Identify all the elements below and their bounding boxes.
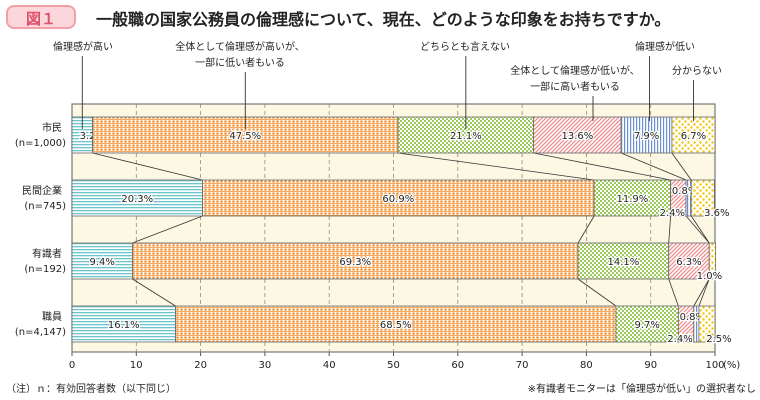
x-tick-label: 100	[705, 360, 724, 371]
bar-segment	[620, 116, 673, 154]
data-label: 9.7%	[634, 320, 659, 331]
data-label: 7.9%	[634, 131, 659, 142]
data-label: 2.5%	[706, 334, 731, 345]
data-label: 2.4%	[667, 334, 692, 345]
x-tick-label: 40	[323, 360, 336, 371]
data-label: 20.3%	[121, 194, 153, 205]
x-tick-label: 20	[194, 360, 207, 371]
category-label: 民間企業	[22, 184, 62, 197]
connector-line	[533, 152, 671, 181]
connector-line	[397, 152, 595, 181]
connector-line	[92, 152, 203, 181]
category-label: 職員	[42, 311, 62, 323]
data-label: 6.7%	[681, 131, 706, 142]
x-tick-label: 60	[451, 360, 464, 371]
connector-line	[620, 152, 687, 181]
data-label: 21.1%	[450, 131, 482, 142]
bar-segment	[690, 179, 715, 217]
data-label: 14.1%	[607, 257, 639, 268]
bar-segment	[71, 242, 133, 280]
x-tick-label: 80	[580, 360, 593, 371]
footnote-left: （注）ｎ：有効回答者数（以下同じ）	[6, 382, 176, 395]
category-n: (n=192)	[24, 264, 66, 275]
bar-segment	[533, 116, 622, 154]
footnote-right: ※有識者モニターは「倫理感が低い」の選択者なし	[528, 382, 756, 395]
x-tick-label: 0	[69, 360, 75, 371]
data-label: 11.9%	[616, 194, 648, 205]
legend-label: 全体として倫理感が高いが、	[175, 40, 305, 53]
bar-segment	[202, 179, 595, 217]
bar-segment	[698, 305, 716, 343]
connector-line	[671, 152, 692, 181]
category-label: 市民	[42, 121, 62, 134]
legend-label: 倫理感が低い	[635, 40, 695, 53]
connector-line	[577, 215, 595, 244]
connector-line	[668, 278, 679, 307]
figure-badge: 図１	[6, 5, 76, 29]
bar-row: 20.3% 60.9% 11.9%2.4%0.8%3.6%	[71, 179, 731, 220]
bar-segment	[71, 179, 203, 217]
data-label: 69.3%	[339, 257, 371, 268]
data-label: 60.9%	[382, 194, 414, 205]
connector-line	[668, 215, 672, 244]
data-label: 68.5%	[380, 320, 412, 331]
bar-segment	[615, 305, 679, 343]
x-tick-label: 10	[130, 360, 143, 371]
bar-segment	[708, 242, 717, 280]
connector-line	[693, 278, 710, 307]
connector-line	[698, 278, 710, 307]
bar-segment	[668, 242, 710, 280]
x-tick-label: 70	[516, 360, 529, 371]
connector-line	[577, 278, 617, 307]
x-tick-label: 90	[644, 360, 657, 371]
category-n: (n=745)	[24, 201, 66, 212]
legend-label: 倫理感が高い	[53, 40, 113, 53]
bar-segment	[71, 305, 176, 343]
legend-label: 一部に低い者もいる	[195, 56, 285, 69]
category-label: 有識者	[32, 247, 62, 260]
bar-row: 9.4% 69.3% 14.1% 6.3% 1.0%	[71, 242, 723, 283]
category-n: (n=4,147)	[15, 327, 66, 338]
legend-label: どちらとも言えない	[420, 40, 510, 53]
connector-line	[132, 215, 203, 244]
connector-line	[685, 215, 710, 244]
legend-label: 全体として倫理感が低いが、	[510, 64, 640, 77]
legend-label: 一部に高い者もいる	[530, 80, 620, 93]
chart-title: 一般職の国家公務員の倫理感について、現在、どのような印象をお持ちですか。	[96, 10, 671, 29]
data-label: 47.5%	[229, 131, 261, 142]
x-unit: (%)	[723, 360, 740, 371]
data-label: 13.6%	[562, 131, 594, 142]
connector-line	[132, 278, 176, 307]
data-label: 6.3%	[676, 257, 701, 268]
bar-row: 16.1% 68.5% 9.7%2.4%0.8%2.5%	[71, 305, 733, 346]
x-tick-label: 30	[259, 360, 272, 371]
data-label: 2.4%	[660, 208, 685, 219]
bar-segment	[577, 242, 670, 280]
x-tick-label: 50	[387, 360, 400, 371]
data-label: 16.1%	[108, 320, 140, 331]
data-label: 9.4%	[90, 257, 115, 268]
plot-frame	[71, 103, 716, 353]
data-label: 1.0%	[697, 271, 722, 282]
data-label: 3.6%	[704, 208, 729, 219]
connector-line	[690, 215, 710, 244]
legend-label: 分からない	[672, 65, 722, 77]
bar-segment	[175, 305, 617, 343]
bar-segment	[671, 116, 716, 154]
category-n: (n=1,000)	[15, 138, 66, 149]
bar-row: 3.2%47.5%21.1%13.6%7.9%6.7%	[71, 116, 716, 154]
bar-segment	[593, 179, 672, 217]
bar-segment	[132, 242, 579, 280]
